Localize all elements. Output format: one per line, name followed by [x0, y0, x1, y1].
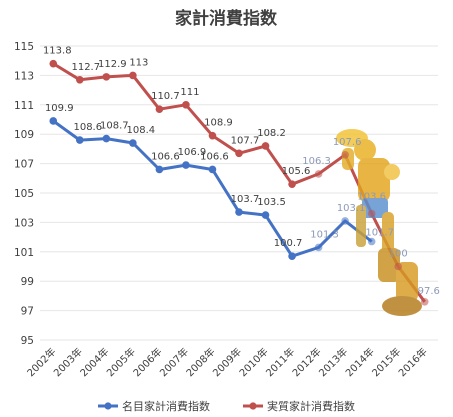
data-point [208, 165, 217, 174]
data-label: 110.7 [151, 91, 180, 102]
x-tick-label: 2013年 [316, 345, 350, 379]
data-label: 106.9 [178, 147, 207, 158]
x-tick-label: 2015年 [369, 345, 403, 379]
y-tick-label: 107 [14, 159, 34, 171]
data-label: 108.6 [73, 122, 102, 133]
data-point [182, 101, 190, 109]
data-label: 106.6 [151, 151, 180, 162]
legend-label-real: 実質家計消費指数 [267, 399, 355, 413]
data-label: 108.7 [100, 121, 129, 132]
data-label: 108.9 [204, 118, 233, 129]
data-point [288, 180, 296, 188]
chart-title: 家計消費指数 [175, 8, 278, 29]
x-tick-label: 2002年 [24, 345, 58, 379]
data-label: 112.9 [98, 59, 127, 70]
data-label: 111 [180, 87, 199, 98]
data-label: 113.8 [43, 46, 72, 57]
data-point [341, 150, 349, 159]
y-axis-ticks: 95 97 99 101 103 105 107 109 111 113 115 [14, 41, 34, 347]
y-tick-label: 97 [21, 306, 34, 318]
data-label: 113 [129, 57, 148, 68]
data-point [288, 252, 296, 261]
data-label: 112.7 [71, 62, 100, 73]
data-label: 100 [389, 249, 408, 260]
data-point [314, 170, 323, 178]
data-label: 103.1 [337, 203, 366, 214]
data-point [261, 142, 270, 150]
y-tick-label: 115 [14, 41, 34, 53]
y-tick-label: 103 [14, 217, 34, 229]
x-tick-label: 2008年 [183, 345, 217, 379]
data-point [341, 217, 349, 225]
data-point [394, 262, 403, 271]
data-label: 108.4 [127, 125, 156, 136]
x-tick-label: 2010年 [236, 345, 270, 379]
legend-label-nominal: 名目家計消費指数 [122, 399, 210, 413]
data-point [261, 211, 270, 219]
data-label: 103.5 [257, 197, 286, 208]
data-label: 106.6 [200, 151, 229, 162]
data-label: 101.7 [365, 228, 394, 239]
data-point [129, 139, 137, 147]
y-tick-label: 111 [14, 100, 34, 112]
x-tick-label: 2016年 [396, 345, 430, 379]
legend: 名目家計消費指数 実質家計消費指数 [98, 399, 355, 413]
data-label: 103.7 [231, 194, 260, 205]
y-tick-label: 101 [14, 247, 34, 259]
golden-robot-figure-icon [336, 129, 422, 316]
x-tick-label: 2014年 [343, 345, 377, 379]
x-tick-label: 2012年 [289, 345, 323, 379]
x-tick-label: 2005年 [104, 345, 138, 379]
data-point [76, 76, 84, 84]
gridlines [40, 45, 438, 341]
y-tick-label: 113 [14, 70, 34, 82]
data-point [76, 136, 84, 144]
legend-marker-real [249, 402, 257, 410]
x-axis-ticks: 2002年2003年2004年2005年2006年2007年2008年2009年… [24, 345, 430, 379]
x-tick-label: 2003年 [51, 345, 85, 379]
y-tick-label: 95 [21, 335, 34, 347]
data-label: 101.3 [310, 229, 339, 240]
data-point [367, 209, 376, 218]
data-point [102, 73, 111, 81]
data-point [208, 131, 217, 140]
y-tick-label: 99 [21, 276, 34, 288]
data-label: 103.6 [357, 192, 386, 203]
data-points [49, 59, 429, 306]
data-point [235, 149, 243, 158]
x-tick-label: 2004年 [77, 345, 111, 379]
data-point [129, 71, 137, 80]
y-tick-label: 109 [14, 129, 34, 141]
legend-marker-nominal [104, 402, 112, 410]
data-point [367, 237, 376, 246]
x-tick-label: 2007年 [157, 345, 191, 379]
data-point [155, 105, 164, 114]
data-label: 107.6 [333, 137, 362, 148]
legend-item-real: 実質家計消費指数 [243, 399, 355, 413]
data-point [102, 134, 111, 143]
data-point [314, 243, 323, 252]
data-label: 97.6 [418, 286, 440, 297]
x-tick-label: 2009年 [210, 345, 244, 379]
data-point [420, 297, 429, 306]
x-tick-label: 2011年 [263, 345, 297, 379]
data-point [182, 161, 190, 169]
data-point [235, 208, 243, 216]
data-label: 107.7 [231, 135, 260, 146]
data-point [49, 117, 58, 125]
legend-item-nominal: 名目家計消費指数 [98, 399, 210, 413]
x-tick-label: 2006年 [130, 345, 164, 379]
data-point [49, 59, 58, 68]
y-tick-label: 105 [14, 188, 34, 200]
data-label: 100.7 [274, 238, 303, 249]
data-point [155, 165, 164, 174]
data-label: 105.6 [282, 166, 311, 177]
data-label: 106.3 [302, 156, 331, 167]
data-label: 109.9 [45, 103, 74, 114]
data-label: 108.2 [257, 128, 286, 139]
